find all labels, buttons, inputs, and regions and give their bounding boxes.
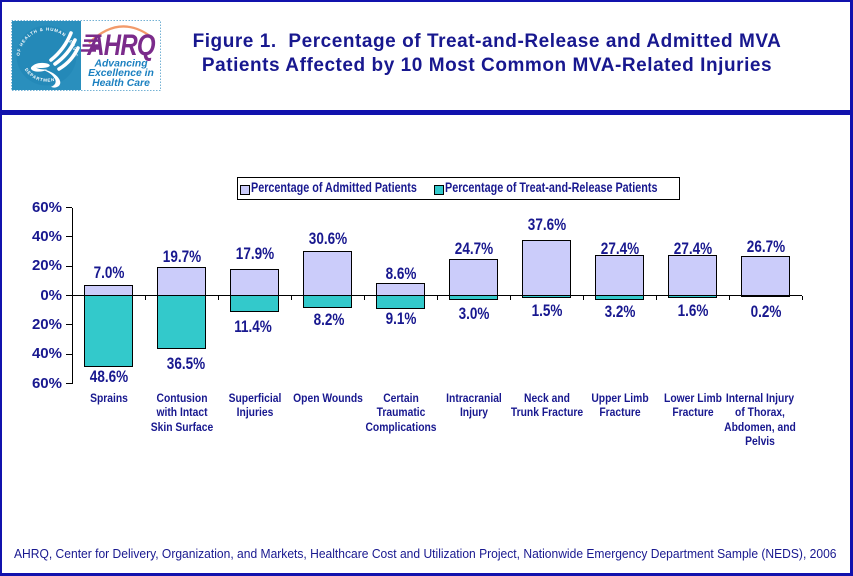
svg-text:Advancing: Advancing bbox=[93, 58, 148, 69]
svg-text:Excellence in: Excellence in bbox=[88, 68, 154, 79]
svg-text:Health Care: Health Care bbox=[92, 78, 150, 89]
